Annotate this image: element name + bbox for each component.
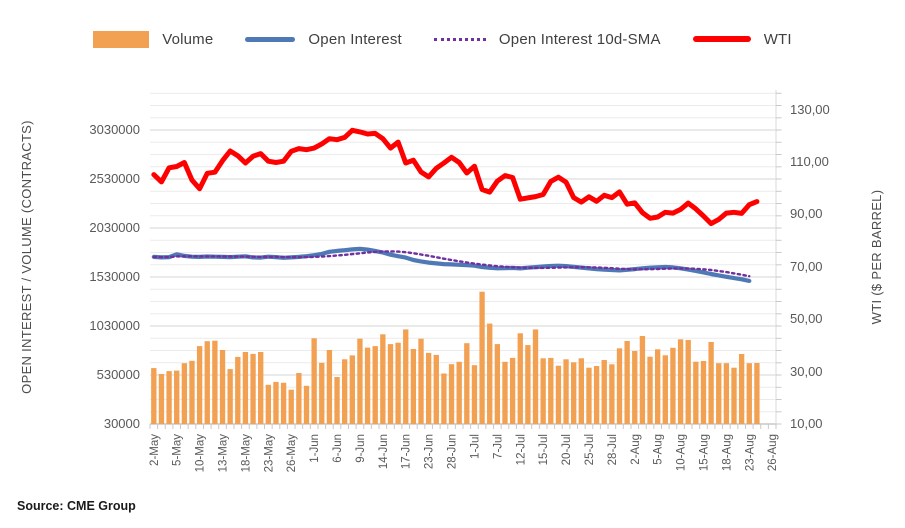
left-axis-tick-label: 1530000 — [89, 269, 140, 284]
line-series — [151, 127, 760, 283]
x-axis-tick-label: 28-Jul — [607, 434, 619, 465]
right-axis-tick-label: 10,00 — [790, 416, 823, 431]
right-axis-tick-label: 30,00 — [790, 363, 823, 379]
legend-label: Volume — [162, 30, 214, 48]
x-axis-tick-label: 26-Aug — [767, 434, 779, 471]
x-axis-tick-label: 17-Jun — [401, 434, 413, 469]
legend-item-wti: WTI — [692, 30, 792, 48]
x-axis-tick-label: 6-Jun — [332, 434, 344, 463]
x-axis-tick-label: 23-May — [263, 434, 275, 473]
x-axis-tick-label: 23-Jun — [424, 434, 436, 469]
x-axis-tick-label: 12-Jul — [515, 434, 527, 465]
x-axis-tick-label: 18-May — [240, 434, 252, 473]
legend-item-open-interest-10d-sma: Open Interest 10d-SMA — [433, 30, 661, 48]
legend-swatch-icon — [433, 37, 486, 41]
x-axis-tick-label: 25-Jul — [584, 434, 596, 465]
left-axis-tick-label: 2530000 — [89, 171, 140, 186]
axis-ticks — [149, 92, 782, 429]
legend-item-open-interest: Open Interest — [245, 31, 402, 48]
right-axis-tick-label: 70,00 — [790, 258, 823, 274]
x-axis-tick-label: 23-Aug — [744, 434, 756, 471]
x-axis-tick-label: 9-Jun — [355, 434, 367, 463]
x-axis-tick-label: 5-May — [172, 434, 184, 466]
source-note: Source: CME Group — [17, 499, 136, 513]
right-axis-tick-label: 110,00 — [790, 154, 829, 169]
x-axis-tick-label: 10-May — [195, 434, 207, 473]
chart-legend: Volume Open Interest Open Interest 10d-SMA… — [0, 24, 885, 54]
x-axis-tick-label: 18-Aug — [721, 434, 733, 471]
x-axis-tick-label: 7-Jul — [492, 434, 504, 459]
right-axis-tick-label: 90,00 — [790, 206, 823, 222]
x-axis-tick-label: 28-Jun — [447, 434, 459, 469]
volume-bars-series — [151, 291, 760, 425]
left-axis-tick-label: 2030000 — [89, 220, 140, 235]
x-axis-tick-label: 13-May — [218, 434, 230, 473]
legend-swatch-icon — [245, 36, 296, 42]
legend-label: Open Interest 10d-SMA — [498, 30, 661, 48]
x-axis-tick-label: 10-Aug — [676, 434, 688, 471]
open-interest-10d-sma-line — [152, 250, 751, 278]
x-axis-tick-label: 20-Jul — [561, 434, 573, 465]
right-axis-title: WTI ($ PER BARREL) — [869, 189, 884, 325]
legend-swatch-icon — [93, 30, 150, 48]
x-axis-tick-label: 1-Jun — [309, 434, 321, 463]
left-axis-tick-label: 30000 — [103, 416, 140, 431]
x-axis-tick-label: 1-Jul — [470, 434, 482, 459]
x-axis-tick-label: 5-Aug — [653, 434, 665, 465]
x-axis-tick-label: 26-May — [286, 434, 298, 473]
x-axis-tick-label: 2-Aug — [630, 434, 642, 465]
legend-label: WTI — [763, 30, 792, 48]
wti-line — [151, 127, 760, 227]
plot-area: 2-May 5-May 10-May 13-May 18-May 23-May 26-May… — [149, 90, 782, 473]
right-axis-tick-label: 50,00 — [790, 311, 823, 327]
x-axis-tick-label: 14-Jun — [378, 434, 390, 469]
legend-swatch-icon — [692, 36, 751, 42]
x-axis-tick-label: 15-Aug — [699, 434, 711, 471]
legend-item-volume: Volume — [93, 30, 214, 48]
right-axis-tick-label: 130,00 — [790, 101, 830, 117]
x-axis-tick-label: 15-Jul — [538, 434, 550, 465]
x-axis-tick-label: 2-May — [149, 434, 161, 466]
legend-label: Open Interest — [308, 30, 402, 48]
left-axis-tick-label: 3030000 — [89, 122, 140, 137]
left-axis-tick-label: 1030000 — [89, 318, 140, 333]
left-axis-tick-label: 530000 — [96, 367, 140, 382]
x-axis-labels: 2-May 5-May 10-May 13-May 18-May 23-May 26-May… — [149, 434, 779, 473]
